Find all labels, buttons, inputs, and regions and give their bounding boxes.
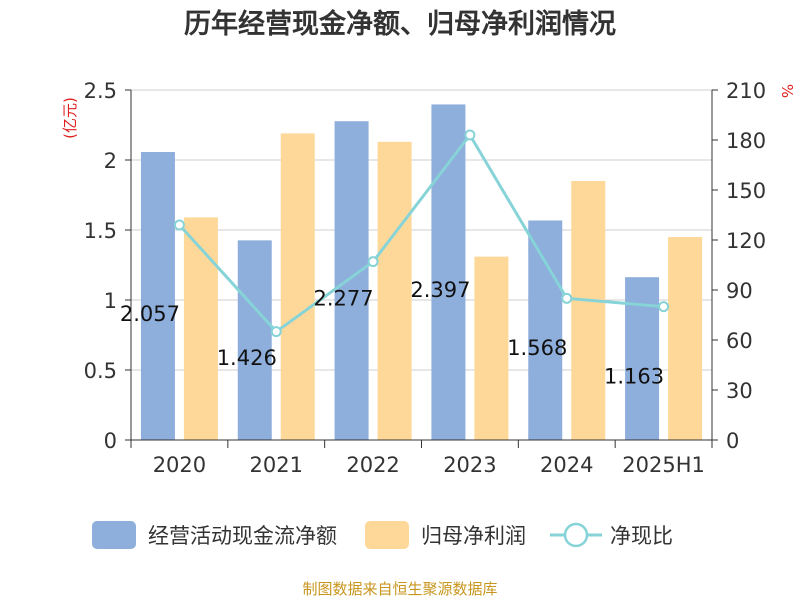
ratio-point [270, 326, 282, 338]
x-tick-label: 2023 [443, 453, 496, 477]
ratio-point [464, 129, 476, 141]
right-tick-label: 150 [726, 179, 766, 203]
x-tick-label: 2025H1 [622, 453, 705, 477]
bar-value-label: 1.568 [507, 336, 567, 360]
right-tick-label: 0 [726, 429, 739, 453]
bar-value-label: 2.397 [410, 278, 470, 302]
bar-profit [377, 141, 412, 441]
bar-profit [668, 237, 703, 440]
right-tick-label: 120 [726, 229, 766, 253]
source-note: 制图数据来自恒生聚源数据库 [302, 580, 497, 598]
ratio-point [561, 292, 573, 304]
left-tick-label: 0.5 [84, 359, 117, 383]
x-tick-label: 2021 [250, 453, 303, 477]
left-tick-label: 2 [104, 149, 117, 173]
right-tick-label: 30 [726, 379, 753, 403]
bar-cashflow [237, 240, 272, 440]
ratio-point [367, 256, 379, 268]
bars [140, 104, 703, 441]
bar-cashflow [431, 104, 466, 441]
x-tick-label: 2022 [346, 453, 399, 477]
legend-swatch [365, 521, 409, 549]
legend-label: 经营活动现金流净额 [148, 524, 337, 548]
legend-label: 归母净利润 [421, 524, 526, 548]
legend: 经营活动现金流净额 归母净利润 净现比 [92, 521, 673, 549]
ratio-line [173, 129, 670, 338]
left-tick-label: 2.5 [84, 79, 117, 103]
right-tick-label: 60 [726, 329, 753, 353]
left-tick-label: 0 [104, 429, 117, 453]
bar-cashflow [625, 277, 660, 440]
bar-profit [280, 133, 315, 440]
x-tick-label: 2020 [153, 453, 206, 477]
left-tick-label: 1.5 [84, 219, 117, 243]
bar-value-label: 2.277 [314, 287, 374, 311]
left-tick-label: 1 [104, 289, 117, 313]
ratio-point [658, 301, 670, 313]
bar-cashflow [334, 121, 369, 440]
axes: 0 0.5 1 1.5 2 2.5 0 30 60 90 120 150 180 210 2020 2021 2… [84, 79, 767, 477]
right-tick-label: 90 [726, 279, 753, 303]
legend-marker [563, 522, 589, 548]
ratio-point [173, 219, 185, 231]
bar-cashflow [528, 220, 563, 440]
bar-value-label: 1.163 [604, 365, 664, 389]
right-tick-label: 180 [726, 129, 766, 153]
right-tick-label: 210 [726, 79, 766, 103]
bar-value-label: 2.057 [120, 302, 180, 326]
left-axis-unit: (亿元) [61, 97, 79, 139]
ratio-line-path [178, 132, 664, 334]
bar-profit [474, 256, 509, 440]
right-axis-unit: % [778, 84, 796, 98]
bar-value-label: 1.426 [217, 346, 277, 370]
bar-profit [183, 217, 218, 440]
chart-title: 历年经营现金净额、归母净利润情况 [184, 8, 616, 40]
data-labels: 2.057 1.426 2.277 2.397 1.568 1.163 [120, 278, 664, 388]
legend-swatch [92, 521, 136, 549]
bar-cashflow [140, 152, 175, 440]
x-tick-label: 2024 [540, 453, 593, 477]
bar-profit [571, 181, 606, 440]
legend-label: 净现比 [610, 524, 673, 548]
